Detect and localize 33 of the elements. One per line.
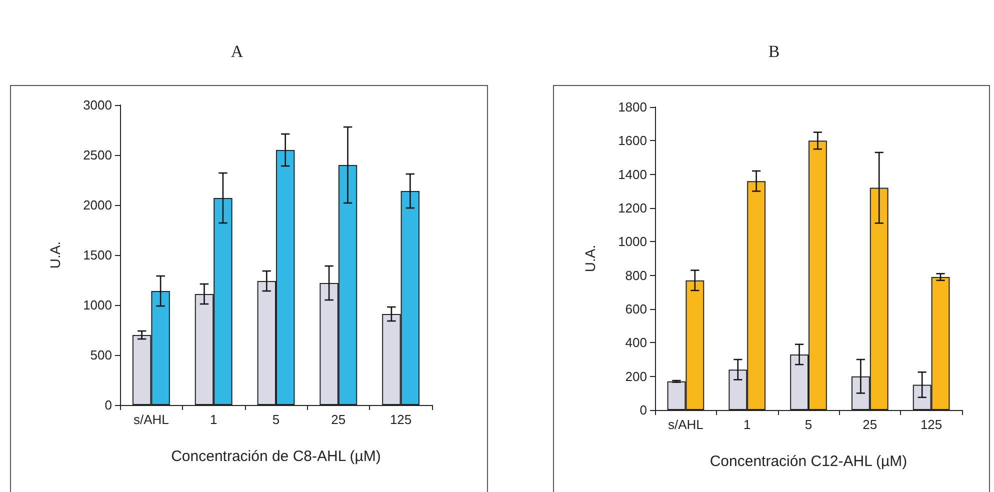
y-axis-title: U.A. [47,241,63,269]
chart-title: A [230,42,244,61]
x-axis-title: Concentración C12-AHL (µM) [710,453,908,470]
y-tick-label: 2500 [83,148,112,162]
y-axis-title: U.A. [582,244,598,272]
x-tick-label: 25 [331,412,346,427]
x-tick-label: 5 [804,417,812,432]
x-tick-label: 25 [862,417,878,432]
x-tick-label: 1 [210,412,218,427]
y-tick-label: 1800 [618,100,647,114]
y-tick-label: 1500 [83,248,112,262]
y-tick-label: 1400 [618,166,647,182]
x-tick-label: 1 [743,417,751,432]
y-tick-label: 0 [104,398,112,412]
x-tick-label: 125 [920,417,942,432]
y-tick-label: 600 [625,302,647,316]
x-tick-label: s/AHL [668,417,704,432]
y-tick-label: 500 [90,348,112,362]
y-tick-label: 3000 [83,98,112,112]
y-tick-label: 1000 [83,298,112,312]
y-tick-label: 0 [640,402,647,418]
chart-title: B [768,42,780,61]
y-tick-label: 200 [625,368,647,384]
y-tick-label: 1600 [618,133,647,148]
y-tick-label: 1200 [618,200,647,216]
y-tick-label: 800 [625,268,647,283]
y-tick-label: 400 [625,335,647,350]
y-tick-label: 2000 [83,198,112,212]
x-tick-label: 125 [390,412,412,427]
x-tick-label: s/AHL [133,412,169,427]
x-axis-title: Concentración de C8-AHL (µM) [171,448,381,465]
x-tick-label: 5 [272,412,280,427]
y-tick-label: 1000 [618,234,647,250]
